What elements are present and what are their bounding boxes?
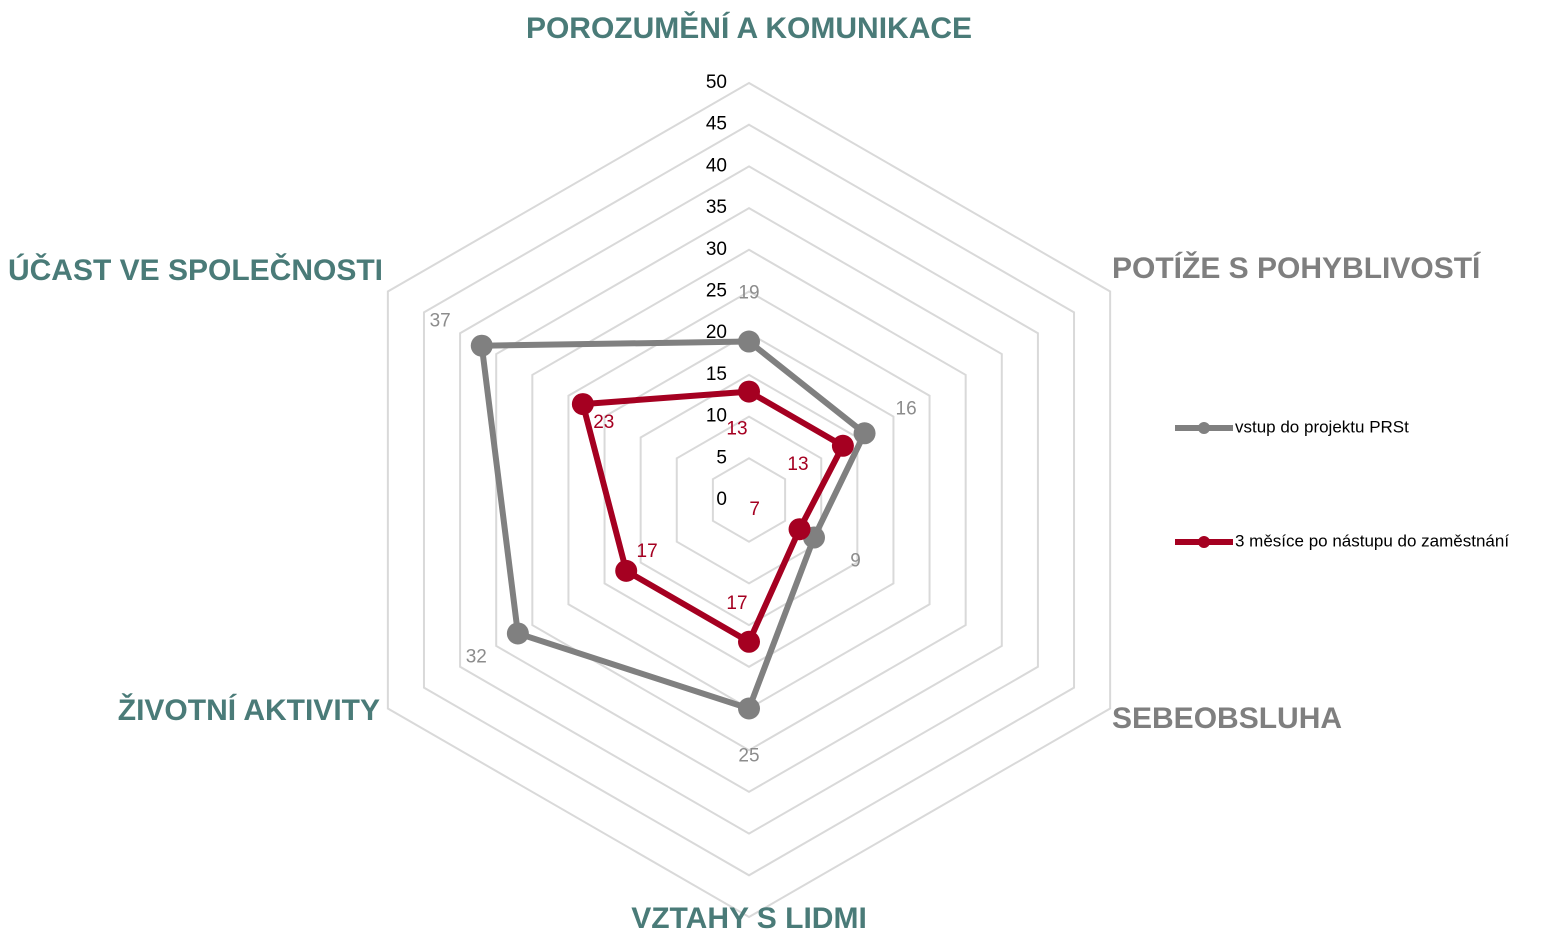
data-label: 13	[726, 419, 747, 440]
category-label: SEBEOBSLUHA	[1112, 702, 1342, 735]
data-label: 16	[896, 398, 917, 419]
data-point	[853, 422, 876, 445]
y-tick-label: 50	[706, 72, 727, 93]
y-tick-label: 5	[716, 447, 727, 468]
grid-line	[495, 206, 1003, 794]
category-label: ÚČAST VE SPOLEČNOSTI	[8, 253, 383, 287]
y-tick-label: 35	[706, 197, 727, 218]
data-point	[506, 622, 529, 645]
data-label: 23	[593, 412, 614, 433]
data-point	[788, 518, 811, 541]
grid-line	[386, 81, 1112, 919]
legend-label: 3 měsíce po nástupu do zaměstnání	[1235, 531, 1509, 550]
grid-line	[459, 165, 1039, 835]
y-tick-label: 10	[706, 406, 727, 427]
data-point	[738, 330, 760, 353]
y-tick-label: 20	[706, 322, 727, 343]
y-tick-label: 0	[716, 489, 727, 510]
legend-label: vstup do projektu PRSt	[1235, 417, 1409, 436]
legend-marker	[1198, 536, 1210, 548]
data-label: 32	[466, 646, 487, 667]
data-label: 7	[749, 499, 760, 520]
grid-line	[531, 248, 967, 752]
data-point	[738, 697, 760, 720]
category-label: POROZUMĚNÍ A KOMUNIKACE	[526, 11, 972, 45]
grid-line	[675, 415, 823, 585]
data-label: 17	[637, 541, 658, 562]
data-label: 13	[787, 454, 808, 475]
grid-line	[603, 332, 895, 668]
data-label: 37	[430, 311, 451, 332]
y-tick-label: 40	[706, 155, 727, 176]
data-label: 9	[850, 551, 861, 572]
y-tick-label: 30	[706, 239, 727, 260]
data-point	[738, 630, 760, 653]
data-point	[615, 559, 638, 582]
y-tick-label: 25	[706, 281, 727, 302]
data-label: 19	[738, 283, 759, 304]
data-label: 17	[726, 593, 747, 614]
category-label: VZTAHY S LIDMI	[631, 902, 867, 935]
data-point	[571, 393, 594, 416]
category-label: POTÍŽE S POHYBLIVOSTÍ	[1112, 251, 1481, 285]
y-tick-label: 15	[706, 364, 727, 385]
data-point	[738, 380, 760, 403]
legend-marker	[1198, 422, 1210, 434]
grid-line	[711, 457, 787, 543]
category-label: ŽIVOTNÍ AKTIVITY	[118, 693, 380, 727]
data-label: 25	[738, 746, 759, 767]
data-point	[470, 334, 493, 357]
y-tick-label: 45	[706, 114, 727, 135]
data-point	[831, 434, 854, 457]
grid-line	[422, 123, 1076, 877]
